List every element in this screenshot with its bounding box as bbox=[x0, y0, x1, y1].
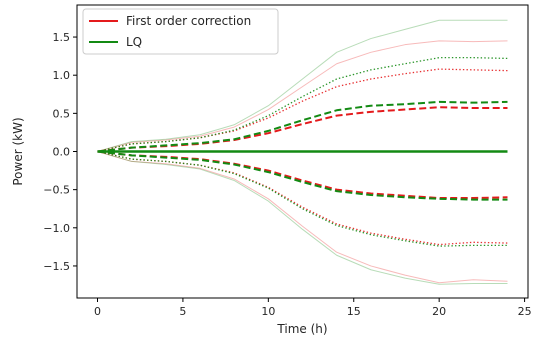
series-layer bbox=[97, 19, 508, 285]
legend-box bbox=[82, 8, 279, 55]
series-line-lq-dashed-5 bbox=[97, 150, 508, 201]
series-line-lq-dotted-9 bbox=[97, 150, 508, 247]
legend-label-first-order-correction: First order correction bbox=[126, 14, 251, 28]
y-tick-label--0.5: −0.5 bbox=[43, 184, 70, 197]
series-line-first-order-correction-dashed-2 bbox=[97, 106, 508, 153]
legend-label-lq: LQ bbox=[126, 35, 142, 49]
y-tick-label-1.5: 1.5 bbox=[53, 31, 71, 44]
y-tick-label--1: −1.0 bbox=[43, 222, 70, 235]
x-tick-label-0: 0 bbox=[94, 305, 101, 318]
x-tick-label-5: 5 bbox=[179, 305, 186, 318]
series-line-lq-solid-13 bbox=[97, 151, 508, 285]
x-axis-label: Time (h) bbox=[276, 322, 327, 336]
series-line-lq-dotted-7 bbox=[97, 57, 508, 153]
y-tick-label-1: 1.0 bbox=[53, 69, 71, 82]
series-line-first-order-correction-dotted-6 bbox=[97, 68, 508, 153]
x-tick-label-25: 25 bbox=[518, 305, 532, 318]
series-line-first-order-correction-solid-10 bbox=[97, 40, 508, 152]
series-line-lq-dashed-3 bbox=[97, 100, 508, 153]
x-axis: 0 5 10 15 20 25 bbox=[94, 298, 532, 318]
series-line-lq-solid-11 bbox=[97, 19, 508, 152]
y-axis: 1.5 1.0 0.5 0.0 −0.5 −1.0 −1.5 bbox=[43, 31, 77, 273]
y-tick-label--1.5: −1.5 bbox=[43, 260, 70, 273]
y-tick-label-0: 0.0 bbox=[53, 146, 71, 159]
series-line-first-order-correction-dashed-4 bbox=[97, 150, 508, 200]
x-tick-label-10: 10 bbox=[261, 305, 275, 318]
legend: First order correction LQ bbox=[82, 8, 279, 55]
y-tick-label-0.5: 0.5 bbox=[53, 107, 71, 120]
x-tick-label-15: 15 bbox=[347, 305, 361, 318]
x-tick-label-20: 20 bbox=[432, 305, 446, 318]
series-line-first-order-correction-solid-12 bbox=[97, 151, 508, 284]
y-axis-label: Power (kW) bbox=[11, 117, 25, 185]
